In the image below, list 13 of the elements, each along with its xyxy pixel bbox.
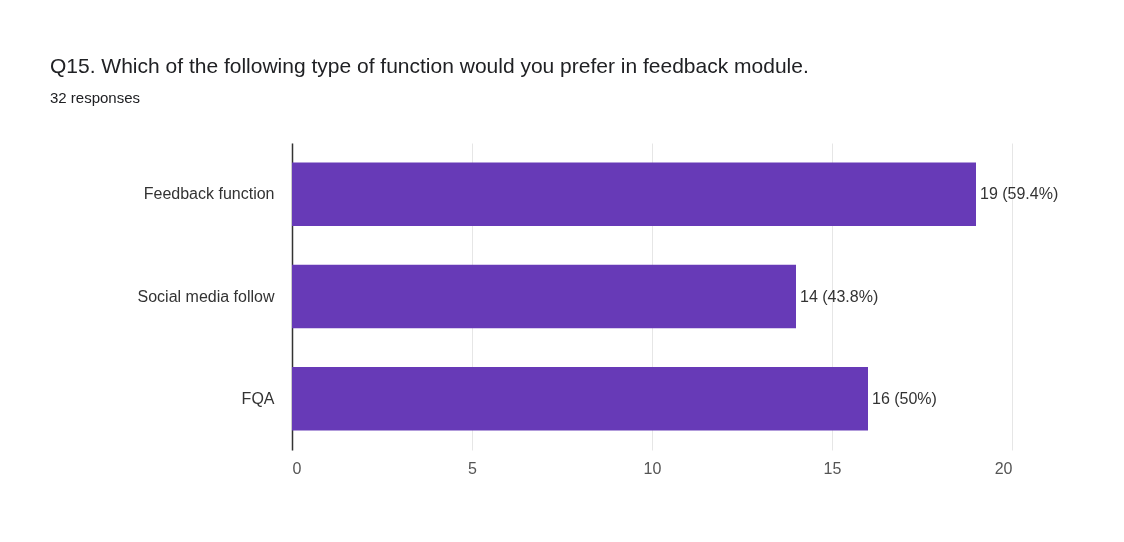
x-tick-label: 15 xyxy=(823,459,842,477)
y-tick-label: FQA xyxy=(241,389,275,407)
data-label: 16 (50%) xyxy=(872,389,937,407)
y-tick-label: Social media follow xyxy=(137,287,275,305)
text: 32 responses xyxy=(50,89,141,106)
data-label: 14 (43.8%) xyxy=(800,287,879,305)
x-tick-label: 10 xyxy=(643,459,662,477)
data-label: 19 (59.4%) xyxy=(980,185,1059,203)
x-tick-label: 5 xyxy=(468,459,478,477)
x-tick-label: 0 xyxy=(292,459,302,477)
chart-title: Q15. Which of the following type of function would you prefer in feedback module. xyxy=(50,54,809,78)
y-tick-label: Feedback function xyxy=(143,185,275,203)
x-tick-label: 20 xyxy=(994,459,1013,477)
